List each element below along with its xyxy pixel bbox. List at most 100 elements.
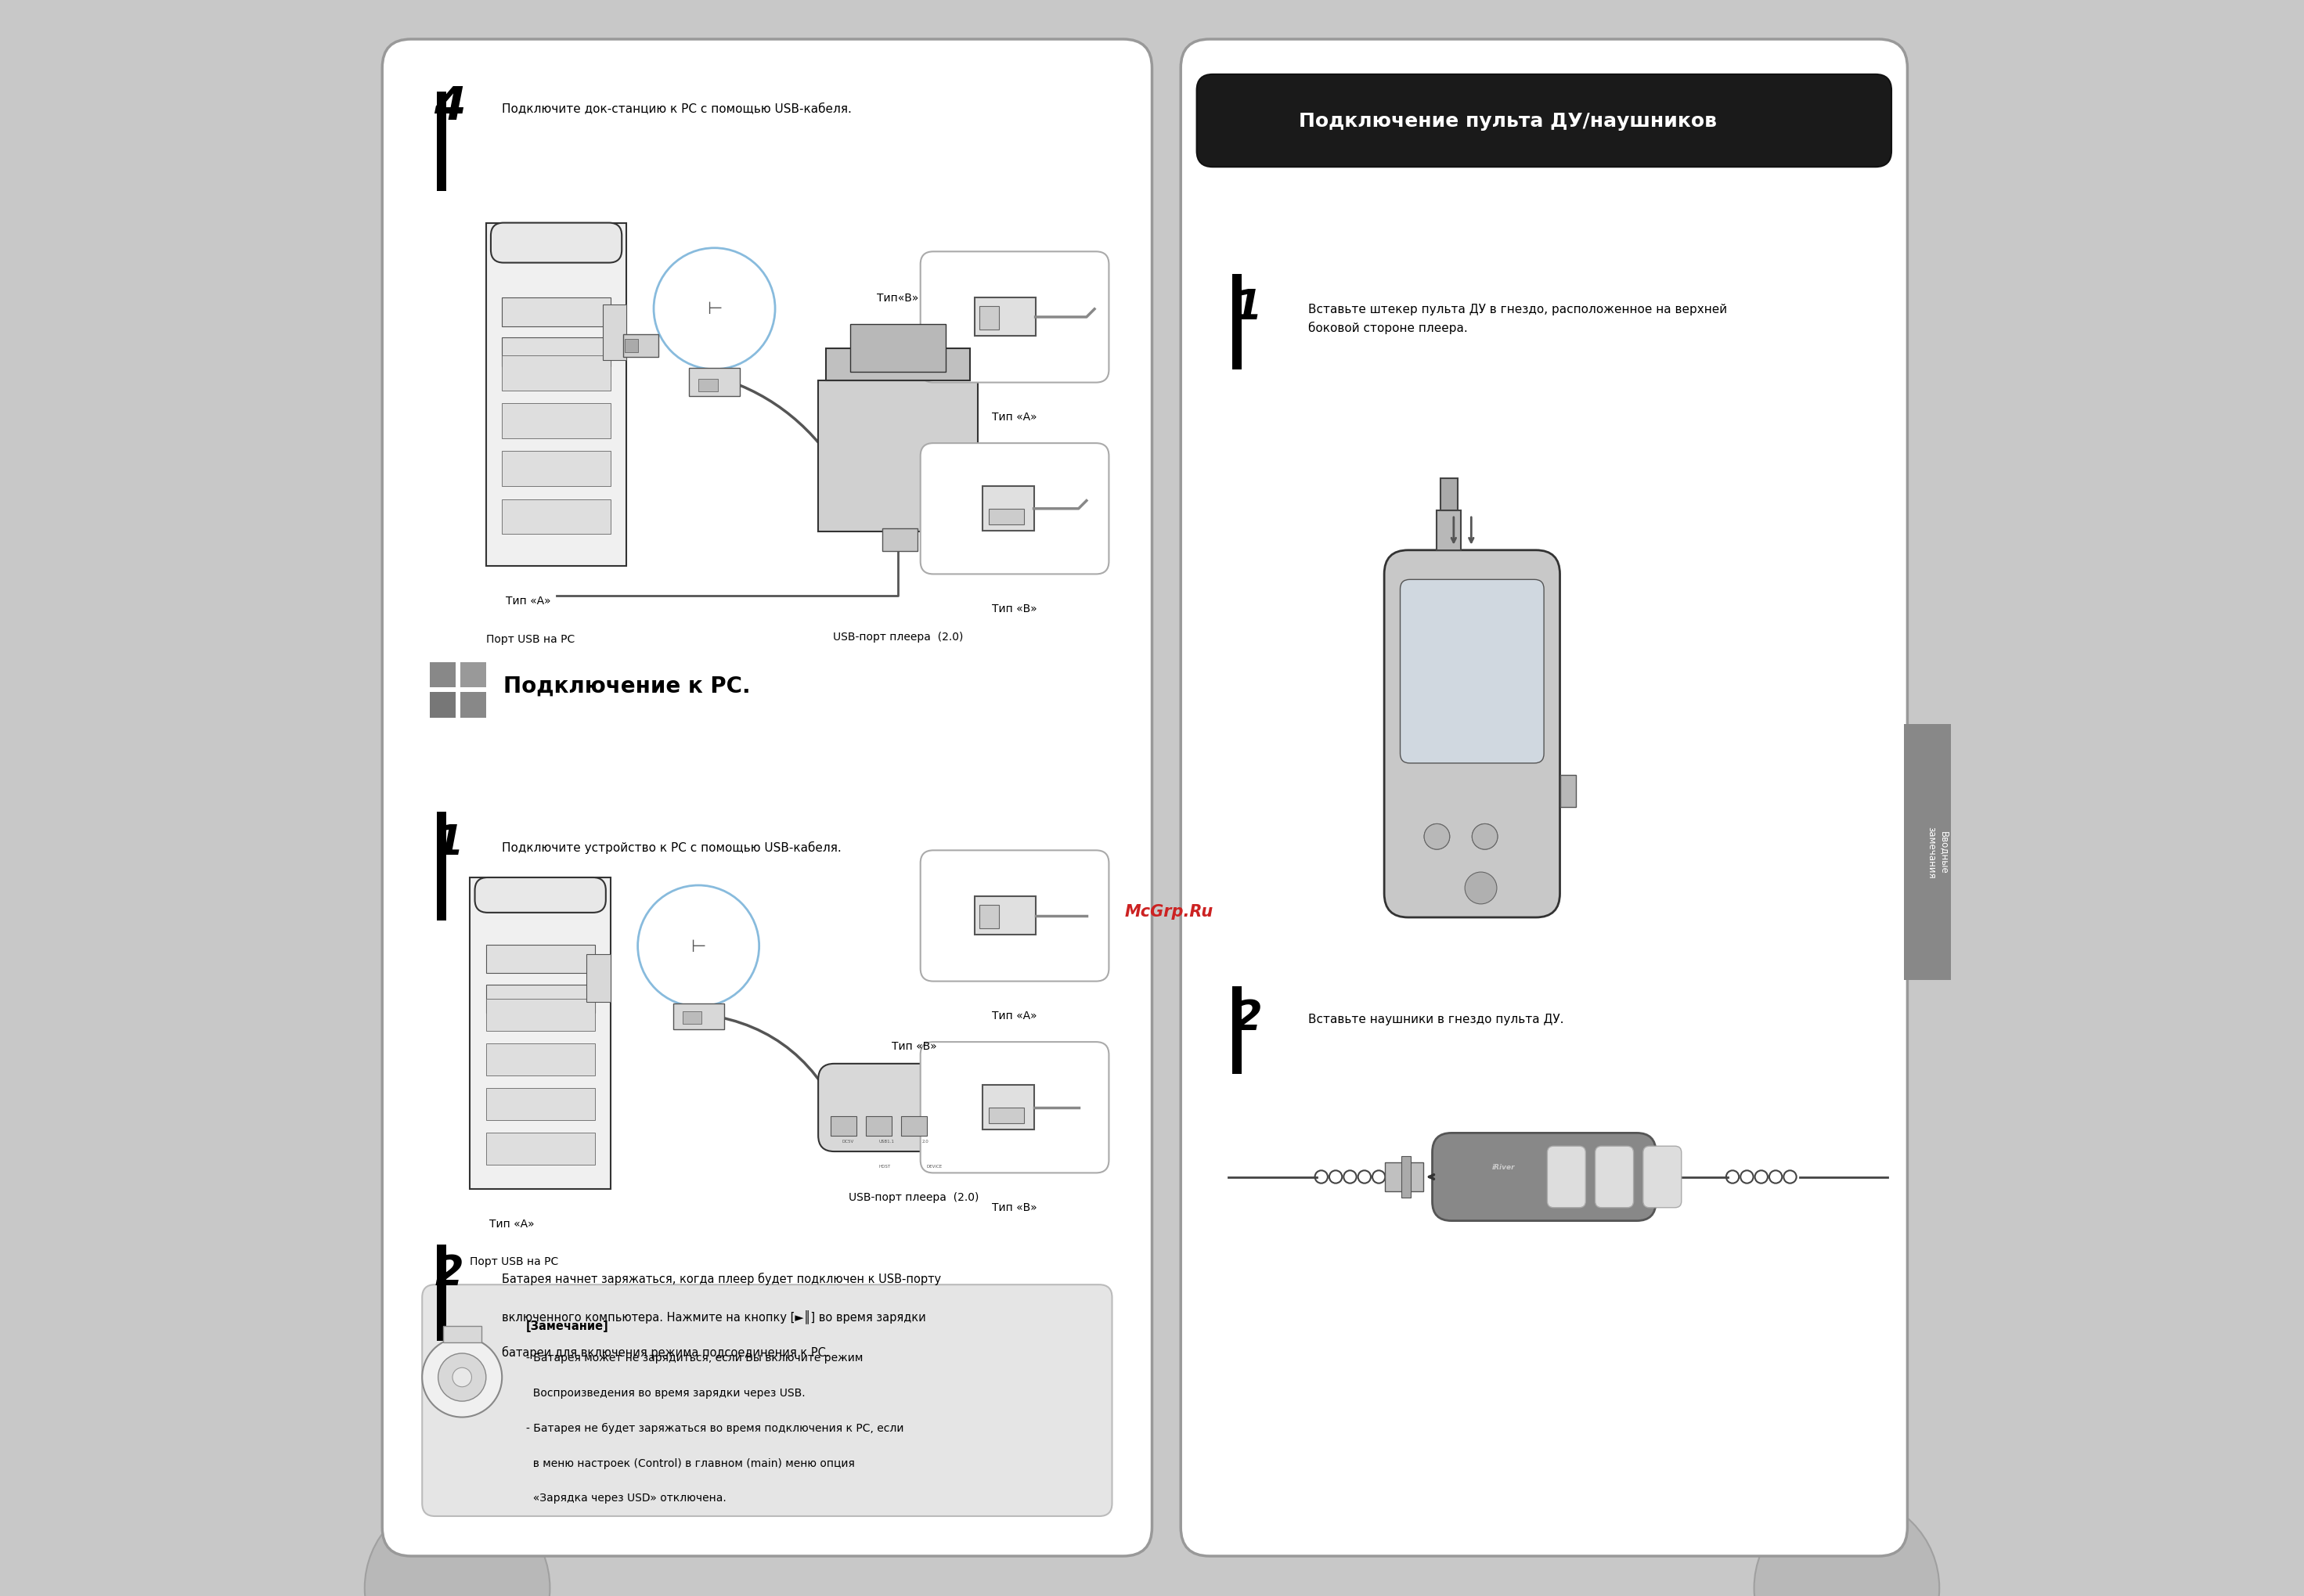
Text: HOST: HOST — [878, 1165, 892, 1168]
Bar — [882, 530, 917, 552]
Bar — [502, 404, 611, 439]
Text: Вводные
замечания: Вводные замечания — [1926, 827, 1949, 878]
Text: 2.0: 2.0 — [922, 1140, 929, 1143]
Bar — [988, 1108, 1025, 1124]
Bar — [850, 326, 947, 373]
Bar — [486, 1088, 594, 1120]
Circle shape — [438, 1353, 486, 1401]
FancyBboxPatch shape — [1594, 1146, 1634, 1208]
FancyBboxPatch shape — [1196, 75, 1892, 168]
Bar — [984, 1085, 1034, 1130]
Text: Тип «А»: Тип «А» — [491, 1218, 535, 1229]
Circle shape — [422, 1337, 502, 1417]
Text: Подключение к PC.: Подключение к PC. — [505, 675, 751, 697]
Bar — [486, 985, 594, 1013]
Bar — [486, 223, 627, 567]
Bar — [435, 1245, 447, 1341]
FancyBboxPatch shape — [818, 1065, 1009, 1152]
Bar — [502, 356, 611, 391]
Circle shape — [1465, 873, 1498, 905]
Text: Тип «А»: Тип «А» — [993, 412, 1037, 423]
Text: DEVICE: DEVICE — [926, 1165, 942, 1168]
Bar — [486, 945, 594, 974]
Bar — [698, 380, 717, 393]
Text: Тип «А»: Тип «А» — [505, 595, 551, 606]
Bar — [866, 1117, 892, 1136]
Bar — [1233, 986, 1242, 1074]
FancyBboxPatch shape — [475, 878, 606, 913]
Text: 2: 2 — [435, 1253, 463, 1293]
Text: включенного компьютера. Нажмите на кнопку [►║] во время зарядки: включенного компьютера. Нажмите на кнопк… — [502, 1309, 926, 1323]
Text: Тип «В»: Тип «В» — [993, 1202, 1037, 1213]
Bar — [975, 897, 1034, 935]
Text: Тип«В»: Тип«В» — [878, 294, 919, 303]
Circle shape — [1472, 824, 1498, 849]
Text: «Зарядка через USD» отключена.: «Зарядка через USD» отключена. — [525, 1492, 726, 1503]
Bar — [1385, 1162, 1424, 1191]
Text: - Батарея может не зарядиться, если Вы включите режим: - Батарея может не зарядиться, если Вы в… — [525, 1352, 864, 1363]
Text: ⊢: ⊢ — [707, 302, 721, 318]
Text: Вставьте штекер пульта ДУ в гнездо, расположенное на верхней
боковой стороне пле: Вставьте штекер пульта ДУ в гнездо, расп… — [1309, 303, 1728, 334]
Bar — [486, 1044, 594, 1076]
Bar — [975, 298, 1034, 337]
Circle shape — [1424, 824, 1449, 849]
FancyBboxPatch shape — [919, 1042, 1108, 1173]
Bar — [461, 693, 486, 718]
Text: McGrp.Ru: McGrp.Ru — [1124, 903, 1214, 919]
Bar — [818, 381, 977, 533]
Bar — [1560, 776, 1576, 808]
Text: 4: 4 — [433, 85, 465, 129]
Text: Воспроизведения во время зарядки через USB.: Воспроизведения во время зарядки через U… — [525, 1387, 804, 1398]
Bar — [442, 1326, 482, 1342]
Bar — [435, 93, 447, 192]
Bar — [470, 878, 611, 1189]
Bar — [673, 1004, 723, 1029]
Circle shape — [1753, 1495, 1940, 1596]
Bar — [1233, 275, 1242, 370]
FancyBboxPatch shape — [1385, 551, 1560, 918]
Text: Подключите док-станцию к PC с помощью USB-кабеля.: Подключите док-станцию к PC с помощью US… — [502, 104, 852, 115]
Text: в меню настроек (Control) в главном (main) меню опция: в меню настроек (Control) в главном (mai… — [525, 1457, 855, 1468]
Text: Вставьте наушники в гнездо пульта ДУ.: Вставьте наушники в гнездо пульта ДУ. — [1309, 1013, 1564, 1025]
Bar — [1401, 1156, 1410, 1197]
Text: USB1.1: USB1.1 — [878, 1140, 894, 1143]
Text: Подключение пульта ДУ/наушников: Подключение пульта ДУ/наушников — [1299, 112, 1716, 131]
FancyBboxPatch shape — [919, 252, 1108, 383]
Text: Батарея начнет заряжаться, когда плеер будет подключен к USB-порту: Батарея начнет заряжаться, когда плеер б… — [502, 1272, 942, 1285]
FancyBboxPatch shape — [382, 40, 1152, 1556]
FancyBboxPatch shape — [491, 223, 622, 263]
Text: 1: 1 — [1233, 287, 1263, 327]
Bar — [624, 340, 638, 353]
Bar — [486, 1133, 594, 1165]
Bar — [1440, 479, 1458, 511]
Text: iRiver: iRiver — [1493, 1163, 1516, 1170]
Text: 2: 2 — [1233, 998, 1263, 1037]
Bar — [624, 335, 659, 358]
FancyBboxPatch shape — [422, 1285, 1113, 1516]
Bar — [431, 693, 456, 718]
Bar — [832, 1117, 857, 1136]
Bar — [682, 1012, 703, 1025]
Bar — [827, 350, 970, 381]
Bar — [604, 305, 627, 361]
Bar — [1903, 725, 1972, 980]
Text: DC5V: DC5V — [843, 1140, 855, 1143]
FancyBboxPatch shape — [1643, 1146, 1682, 1208]
Text: Тип «В»: Тип «В» — [993, 603, 1037, 614]
Text: Тип «А»: Тип «А» — [993, 1010, 1037, 1021]
Text: Порт USB на PC: Порт USB на PC — [470, 1256, 558, 1267]
Circle shape — [452, 1368, 472, 1387]
Text: USB-порт плеера  (2.0): USB-порт плеера (2.0) — [848, 1192, 979, 1202]
FancyBboxPatch shape — [919, 851, 1108, 982]
Bar — [979, 306, 998, 330]
Bar — [1438, 511, 1461, 551]
Text: 1: 1 — [435, 822, 463, 862]
FancyBboxPatch shape — [1548, 1146, 1585, 1208]
Bar — [988, 509, 1025, 525]
Text: - Батарея не будет заряжаться во время подключения к PC, если: - Батарея не будет заряжаться во время п… — [525, 1422, 903, 1433]
FancyBboxPatch shape — [1433, 1133, 1657, 1221]
Bar — [901, 1117, 926, 1136]
Bar — [979, 905, 998, 929]
FancyBboxPatch shape — [919, 444, 1108, 575]
Text: USB-порт плеера  (2.0): USB-порт плеера (2.0) — [834, 630, 963, 642]
